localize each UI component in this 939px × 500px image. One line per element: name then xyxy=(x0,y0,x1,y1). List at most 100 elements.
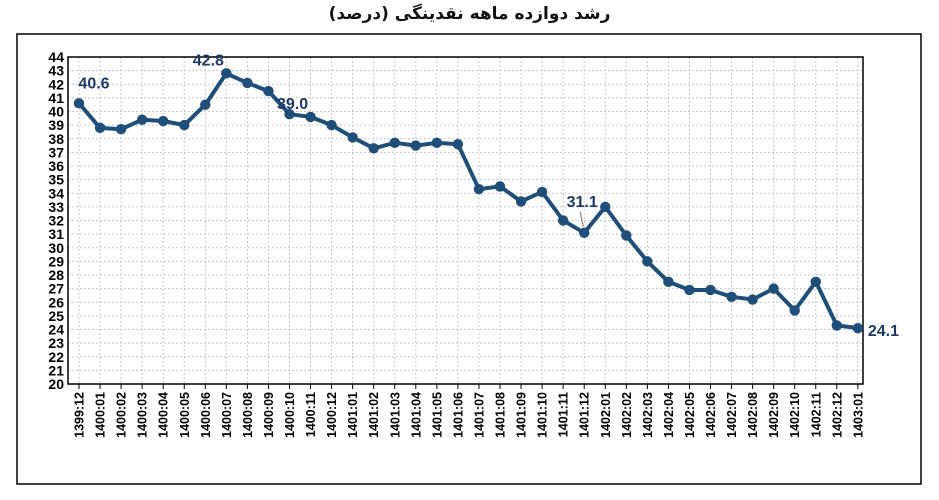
data-point xyxy=(473,183,485,195)
x-axis: 1399:12 1400:01 1400:02 1400:03 1400:04 1400:… xyxy=(73,384,865,438)
data-point xyxy=(347,132,358,143)
data-point xyxy=(579,227,590,238)
data-point xyxy=(768,283,779,294)
data-point xyxy=(431,137,443,149)
x-tick-label: 1400:02 xyxy=(115,392,129,438)
x-tick-label: 1400:12 xyxy=(325,392,339,438)
data-point xyxy=(789,305,800,316)
data-point xyxy=(389,137,400,149)
x-tick-label: 1402:06 xyxy=(704,392,718,438)
y-tick-label: 36 xyxy=(48,158,64,174)
y-tick-label: 43 xyxy=(48,63,64,79)
x-tick-label: 1401:02 xyxy=(367,392,381,438)
y-tick-label: 32 xyxy=(48,213,64,229)
data-point xyxy=(494,181,506,192)
x-tick-label: 1402:11 xyxy=(809,392,823,437)
data-label: 31.1 xyxy=(567,194,598,211)
data-point xyxy=(557,215,569,226)
x-tick-label: 1401:09 xyxy=(515,392,529,438)
x-tick-label: 1402:05 xyxy=(683,392,697,438)
x-tick-label: 1400:03 xyxy=(136,392,150,438)
data-point xyxy=(831,320,842,331)
data-point xyxy=(600,201,611,213)
y-tick-label: 40 xyxy=(48,104,64,120)
data-point xyxy=(452,139,464,150)
x-tick-label: 1399:12 xyxy=(73,392,87,438)
x-tick-label: 1400:10 xyxy=(283,392,297,438)
x-tick-label: 1401:01 xyxy=(346,392,360,438)
data-point xyxy=(179,119,190,131)
data-point xyxy=(663,276,674,288)
x-tick-label: 1401:11 xyxy=(557,392,571,437)
data-point xyxy=(200,99,211,110)
y-tick-label: 33 xyxy=(48,199,64,215)
x-tick-label: 1402:03 xyxy=(641,392,655,438)
y-axis: 2021222324252627282930313233343536373839… xyxy=(48,49,64,392)
y-tick-label: 31 xyxy=(48,226,64,242)
x-tick-label: 1401:03 xyxy=(388,392,402,438)
y-tick-label: 21 xyxy=(48,362,64,378)
x-tick-label: 1400:11 xyxy=(304,392,318,437)
y-tick-label: 41 xyxy=(48,90,64,106)
series-points xyxy=(73,68,864,334)
data-point xyxy=(73,98,85,109)
data-point xyxy=(747,294,758,305)
data-point xyxy=(158,115,169,127)
x-tick-label: 1402:12 xyxy=(830,392,844,438)
y-tick-label: 23 xyxy=(48,335,64,351)
x-tick-label: 1400:07 xyxy=(220,392,234,438)
x-tick-label: 1400:04 xyxy=(157,392,171,438)
x-tick-label: 1400:05 xyxy=(178,392,192,438)
x-tick-label: 1400:06 xyxy=(199,392,213,438)
y-tick-label: 39 xyxy=(48,117,64,133)
y-tick-label: 22 xyxy=(48,349,64,365)
x-tick-label: 1402:10 xyxy=(788,392,802,438)
y-tick-label: 20 xyxy=(48,376,64,392)
data-point xyxy=(94,122,106,134)
data-label: 42.8 xyxy=(193,52,224,69)
data-point xyxy=(642,256,653,267)
data-label: 24.1 xyxy=(868,323,899,340)
x-tick-label: 1401:10 xyxy=(536,392,550,438)
data-point xyxy=(810,276,821,288)
data-point xyxy=(536,186,548,198)
annotations: 40.6 42.8 39.0 31.1 24.1 xyxy=(78,52,899,340)
x-tick-label: 1401:12 xyxy=(578,392,592,438)
x-tick-label: 1402:09 xyxy=(767,392,781,438)
data-point xyxy=(136,114,148,125)
data-point xyxy=(515,196,527,207)
y-tick-label: 44 xyxy=(48,49,64,65)
x-tick-label: 1400:09 xyxy=(262,392,276,438)
annotation-leader xyxy=(579,211,584,227)
y-tick-label: 37 xyxy=(48,144,64,160)
y-tick-label: 28 xyxy=(48,267,64,283)
x-tick-label: 1402:07 xyxy=(725,392,739,438)
data-point xyxy=(115,124,127,135)
y-tick-label: 24 xyxy=(48,322,64,338)
grid xyxy=(68,57,863,384)
data-point xyxy=(284,109,295,120)
data-label: 40.6 xyxy=(78,75,109,92)
data-point xyxy=(684,284,695,296)
chart-title: رشد دوازده ماهه نقدینگی (درصد) xyxy=(328,4,611,24)
x-tick-label: 1402:08 xyxy=(746,392,760,438)
data-point xyxy=(726,291,737,302)
y-tick-label: 30 xyxy=(48,240,64,256)
x-tick-label: 1402:02 xyxy=(620,392,634,438)
y-tick-label: 25 xyxy=(48,308,64,324)
x-tick-label: 1403:01 xyxy=(851,392,865,438)
y-tick-label: 34 xyxy=(48,185,64,201)
data-point xyxy=(368,143,379,154)
data-point xyxy=(221,68,232,79)
data-point xyxy=(852,322,864,334)
outer-frame xyxy=(16,33,922,485)
x-tick-label: 1401:07 xyxy=(472,392,486,438)
x-tick-label: 1400:01 xyxy=(94,392,108,438)
y-tick-label: 42 xyxy=(48,76,64,92)
x-tick-label: 1400:08 xyxy=(241,392,255,438)
data-label: 39.0 xyxy=(277,96,308,113)
data-point xyxy=(705,284,716,296)
x-tick-label: 1401:04 xyxy=(409,392,423,438)
y-tick-label: 27 xyxy=(48,281,64,297)
